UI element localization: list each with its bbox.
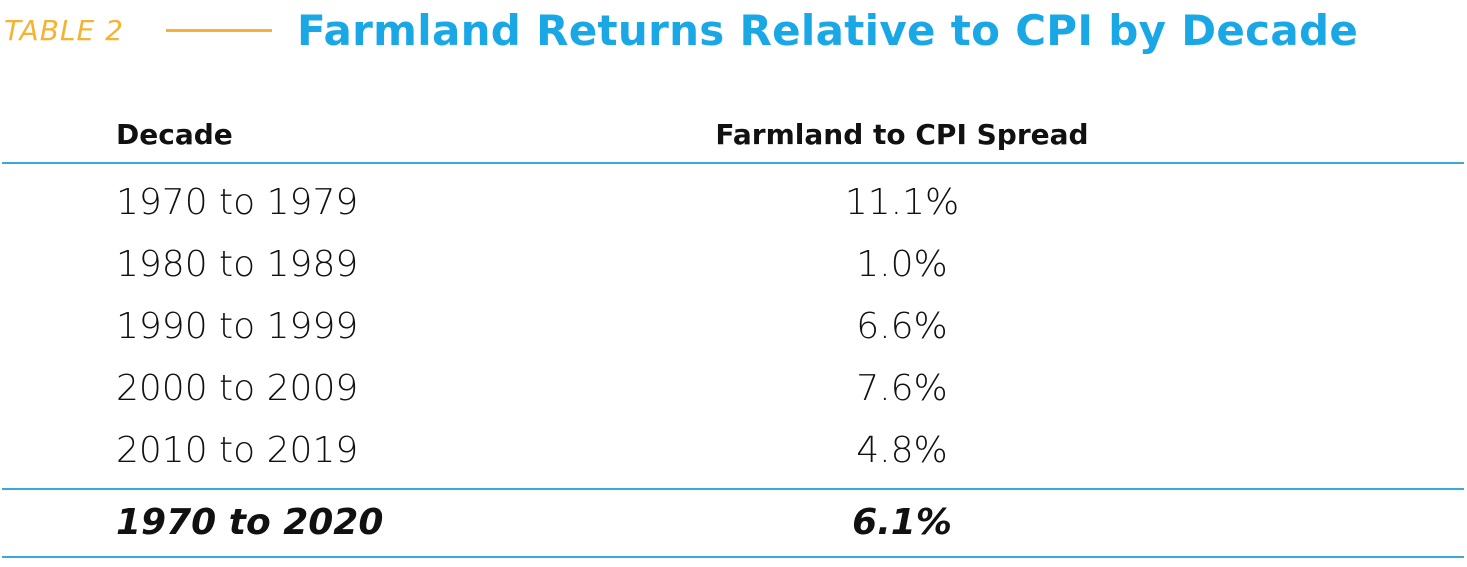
total-spread-cell: 6.1% xyxy=(852,502,952,543)
page-title: Farmland Returns Relative to CPI by Deca… xyxy=(297,6,1359,55)
decade-cell: 2000 to 2009 xyxy=(116,368,359,409)
spread-cell: 7.6% xyxy=(856,368,948,409)
total-decade-cell: 1970 to 2020 xyxy=(116,502,384,543)
column-header-spread: Farmland to CPI Spread xyxy=(715,118,1089,151)
spread-cell: 4.8% xyxy=(856,430,948,471)
table-row: 1970 to 1979 11.1% xyxy=(0,172,1467,234)
total-row: 1970 to 2020 6.1% xyxy=(0,492,1467,554)
spread-cell: 1.0% xyxy=(856,244,948,285)
table-label-rule xyxy=(166,29,272,32)
table-label: TABLE 2 xyxy=(4,14,124,47)
decade-cell: 1980 to 1989 xyxy=(116,244,359,285)
decade-cell: 2010 to 2019 xyxy=(116,430,359,471)
table-row: 1990 to 1999 6.6% xyxy=(0,296,1467,358)
decade-cell: 1970 to 1979 xyxy=(116,182,359,223)
bottom-divider xyxy=(2,556,1464,558)
total-divider xyxy=(2,488,1464,490)
column-header-decade: Decade xyxy=(116,118,233,151)
decade-cell: 1990 to 1999 xyxy=(116,306,359,347)
table-row: 1980 to 1989 1.0% xyxy=(0,234,1467,296)
table-row: 2000 to 2009 7.6% xyxy=(0,358,1467,420)
spread-cell: 6.6% xyxy=(856,306,948,347)
spread-cell: 11.1% xyxy=(844,182,960,223)
header-divider xyxy=(2,162,1464,164)
table-row: 2010 to 2019 4.8% xyxy=(0,420,1467,482)
